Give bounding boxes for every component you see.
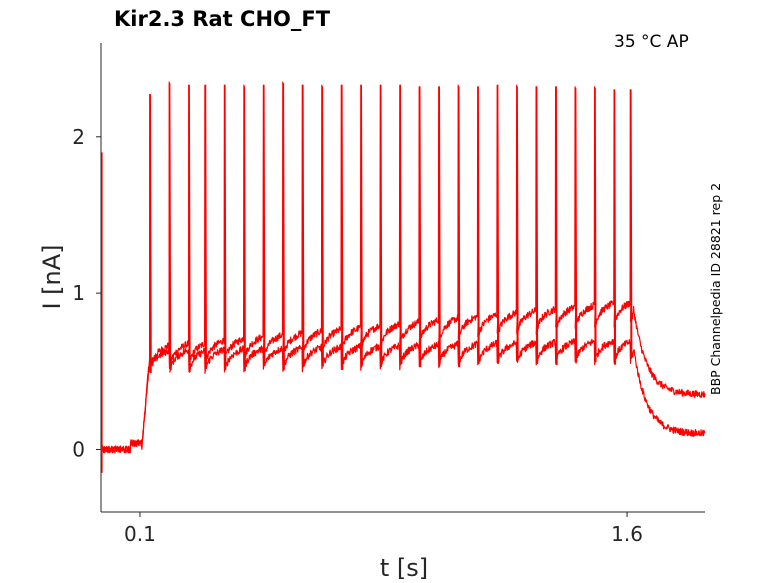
trace-line-1: [100, 83, 706, 454]
chart-title: Kir2.3 Rat CHO_FT: [114, 7, 331, 31]
trace-group: [100, 81, 706, 473]
condition-annotation: 35 °C AP: [614, 32, 689, 52]
x-tick-label-1: 1.6: [611, 522, 643, 546]
y-tick-label-0: 0: [72, 437, 85, 461]
y-tick-label-1: 1: [72, 281, 85, 305]
y-axis-label: I [nA]: [38, 244, 66, 309]
y-tick-label-2: 2: [72, 125, 85, 149]
trace-line-0: [100, 81, 706, 454]
x-tick-label-0: 0.1: [124, 522, 156, 546]
axis-ticks: 0.1 1.6 0 1 2: [72, 125, 643, 546]
x-axis-label: t [s]: [380, 554, 428, 582]
channelpedia-id-label: BBP Channelpedia ID 28821 rep 2: [708, 183, 723, 395]
